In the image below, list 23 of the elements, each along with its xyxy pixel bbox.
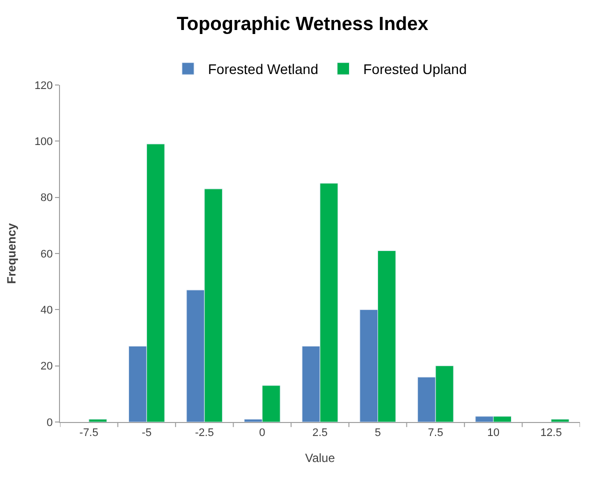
legend-label: Forested Wetland (208, 61, 318, 78)
x-tick-label: 10 (487, 427, 500, 440)
y-tick-label: 0 (46, 416, 53, 429)
y-axis-title: Frequency (4, 222, 19, 284)
x-tick-label: -5 (142, 427, 152, 440)
y-tick-label: 20 (40, 360, 53, 373)
y-tick-label: 120 (34, 80, 53, 92)
x-tick-label: 5 (374, 427, 381, 440)
y-tick-label: 80 (40, 192, 53, 204)
chart-title: Topographic Wetness Index (176, 14, 429, 35)
bar (550, 418, 570, 422)
x-tick-label: 2.5 (312, 427, 328, 440)
x-tick-label: 0 (259, 427, 266, 440)
x-tick-label: 12.5 (540, 427, 562, 440)
legend-label: Forested Upland (363, 61, 467, 78)
y-tick-label: 60 (40, 248, 53, 260)
x-tick-label: 7.5 (428, 427, 444, 440)
y-tick-label: 40 (40, 304, 53, 317)
x-tick-label: -2.5 (194, 427, 214, 440)
x-axis-title: Value (305, 451, 336, 466)
x-tick-label: -7.5 (79, 427, 98, 440)
y-tick-label: 100 (34, 136, 53, 148)
bar (88, 418, 108, 422)
